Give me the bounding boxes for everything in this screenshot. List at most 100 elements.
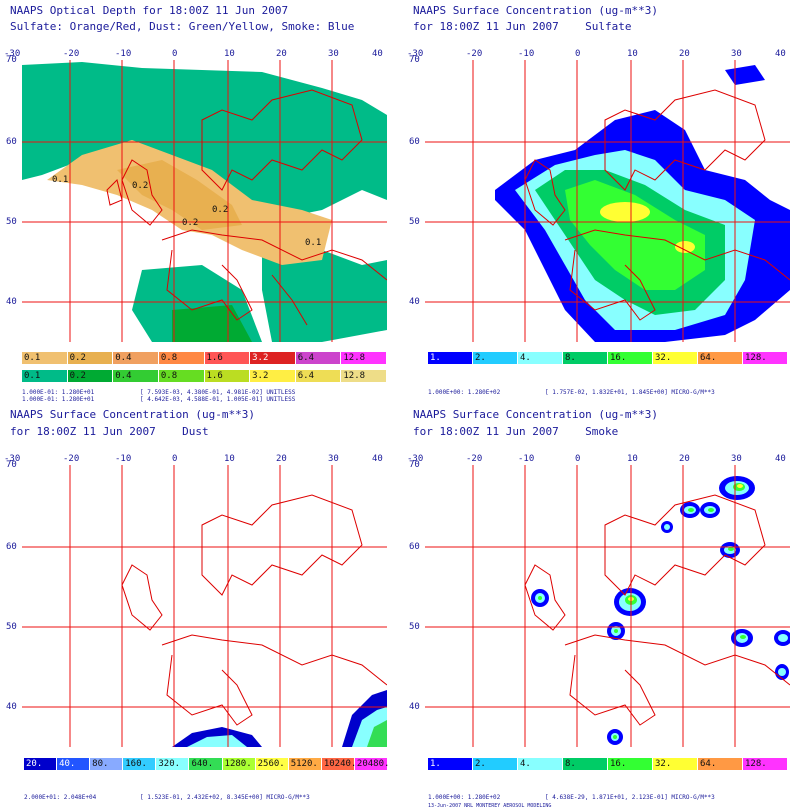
colorbar-swatch [428,758,473,770]
colorbar-swatch [222,758,256,770]
colorbar-swatch [156,758,190,770]
colorbar-swatch [608,352,653,364]
colorbar-swatch [295,352,342,364]
colorbar-swatch [67,370,114,382]
lon-tick: 30 [731,454,742,464]
colorbar-swatch [698,758,743,770]
lat-tick: 50 [409,622,420,632]
colorbar-swatch [24,758,58,770]
aod-map: 0.1 0.2 0.2 0.2 0.1 [22,60,387,342]
colorbar-swatch [158,370,205,382]
colorbar-label: 1.6 [206,353,223,363]
lat-tick: 60 [409,137,420,147]
dust-level-2 [187,735,247,747]
colorbar-swatch [653,352,698,364]
lon-tick: 0 [575,49,581,59]
lat-tick: 40 [409,702,420,712]
lon-tick: 20 [276,49,287,59]
lon-tick: 0 [172,49,178,59]
aod-subtitle: Sulfate: Orange/Red, Dust: Green/Yellow,… [10,20,355,33]
lon-tick: 20 [276,454,287,464]
colorbar-label: 1. [430,759,441,769]
colorbar-swatch [698,352,743,364]
lon-tick: -10 [115,49,132,59]
colorbar-label: 0.4 [115,353,132,363]
smoke-range: 1.000E+00: 1.280E+02 [428,794,501,801]
lon-tick: 20 [679,454,690,464]
aod-title: NAAPS Optical Depth for 18:00Z 11 Jun 20… [10,4,289,17]
colorbar-label: 0.4 [115,371,132,381]
colorbar-swatch [255,758,289,770]
colorbar-label: 80. [92,759,109,769]
colorbar-label: 1. [430,353,441,363]
lat-tick: 70 [409,460,420,470]
colorbar-swatch [288,758,322,770]
aod-contour-label: 0.2 [132,181,148,191]
colorbar-label: 0.2 [69,371,86,381]
colorbar-label: 640. [191,759,214,769]
colorbar-label: 5120. [290,759,318,769]
sulfate-level-5 [675,241,695,253]
colorbar-swatch [22,370,68,382]
colorbar-swatch [113,370,159,382]
aod-contour-label: 0.1 [305,238,321,248]
lon-tick: -10 [518,49,535,59]
lon-tick: 10 [224,454,235,464]
colorbar-label: 3.2 [252,353,269,363]
smoke-subtitle: for 18:00Z 11 Jun 2007 Smoke [413,425,619,438]
colorbar-swatch [608,758,653,770]
lon-tick: -10 [518,454,535,464]
colorbar-label: 8. [565,353,576,363]
colorbar-swatch [189,758,223,770]
colorbar-label: 2. [475,759,486,769]
sulfate-range: 1.000E+00: 1.280E+02 [428,389,501,396]
colorbar-swatch [22,352,68,364]
colorbar-swatch [113,352,159,364]
lon-tick: 30 [328,49,339,59]
aod-contour-label: 0.2 [182,218,198,228]
footer-credit: 13-Jun-2007 NRL MONTEREY AEROSOL MODELIN… [428,803,552,809]
colorbar-label: 4. [520,353,531,363]
aod-stats-dust: [ 4.642E-03, 4.588E-01, 1.005E-01] UNITL… [140,396,296,403]
colorbar-label: 6.4 [297,371,315,381]
sulfate-map [425,60,790,342]
colorbar-label: 20. [26,759,43,769]
lat-tick: 50 [6,622,17,632]
colorbar-label: 128. [745,353,767,363]
colorbar-label: 3.2 [252,371,269,381]
colorbar-label: 6.4 [297,353,315,363]
colorbar-label: 128. [745,759,767,769]
colorbar-swatch [743,352,788,364]
lon-tick: -30 [407,49,424,59]
colorbar-label: 40. [59,759,76,769]
colorbar-label: 12.8 [343,371,366,381]
sulfate-level-4 [565,180,705,290]
aod-dust-region-north [22,62,387,228]
lat-tick: 60 [409,542,420,552]
lon-tick: -20 [466,49,483,59]
colorbar-label: 2. [475,353,486,363]
dust-range: 2.000E+01: 2.048E+04 [24,794,97,801]
lat-tick: 40 [409,297,420,307]
dust-subtitle: for 18:00Z 11 Jun 2007 Dust [10,425,209,438]
smoke-title: NAAPS Surface Concentration (ug-m**3) [413,408,659,421]
lon-tick: -20 [466,454,483,464]
colorbar-swatch [473,352,518,364]
colorbar-swatch [473,758,518,770]
sulfate-stats: [ 1.757E-02, 1.832E+01, 1.845E+00] MICRO… [545,389,715,396]
aod-stats-sulfate: [ 7.593E-03, 4.380E-01, 4.981E-02] UNITL… [140,389,296,396]
lat-tick: 70 [6,55,17,65]
colorbar-swatch [354,758,388,770]
lat-tick: 70 [409,55,420,65]
colorbar-swatch [295,370,342,382]
colorbar-label: 32. [655,759,672,769]
lon-tick: 40 [372,49,383,59]
colorbar-label: 0.1 [24,371,41,381]
dust-colorbar: 20. 40. 80. 160. 320. 640. 1280. 2560. 5120. 1024… [24,758,389,770]
lon-tick: -30 [407,454,424,464]
colorbar-label: 0.8 [160,371,178,381]
lon-tick: 0 [172,454,178,464]
lon-tick: 30 [328,454,339,464]
colorbar-swatch [428,352,473,364]
lon-tick: -10 [115,454,132,464]
